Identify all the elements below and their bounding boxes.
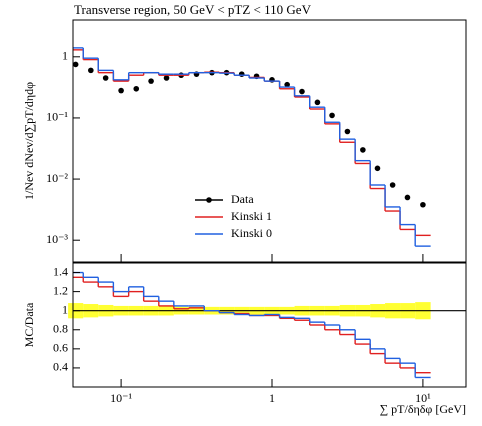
y-tick-label: 0.6 <box>53 341 68 355</box>
legend-label: Data <box>231 192 254 206</box>
y-tick-label: 0.4 <box>53 360 68 374</box>
data-point <box>148 78 154 84</box>
data-point <box>133 85 140 92</box>
frame <box>72 262 467 388</box>
y-axis-label: MC/Data <box>22 302 36 347</box>
data-point <box>344 128 351 135</box>
data-point <box>314 99 321 106</box>
data-point <box>329 112 335 119</box>
y-tick-label: 10⁻³ <box>46 232 68 246</box>
data-point <box>88 67 94 74</box>
y-axis-label: 1/Nev dNev/d∑pT/dηdφ <box>22 82 36 200</box>
y-tick-label: 10⁻¹ <box>46 110 68 124</box>
data-point <box>420 201 426 208</box>
data-point <box>374 165 381 172</box>
data-point <box>299 88 305 95</box>
data-point <box>360 147 366 153</box>
data-point <box>284 81 290 88</box>
data-point <box>389 182 396 188</box>
y-tick-label: 0.8 <box>53 322 68 336</box>
data-point <box>404 194 411 201</box>
frame <box>72 19 467 263</box>
y-tick-label: 10⁻² <box>46 171 68 185</box>
x-tick-label: 10¹ <box>415 391 431 405</box>
data-point <box>163 75 170 81</box>
y-tick-label: 1.4 <box>53 264 68 278</box>
y-tick-label: 1 <box>62 302 68 316</box>
x-tick-label: 10⁻¹ <box>110 391 132 405</box>
legend-label: Kinski 1 <box>231 209 272 223</box>
data-point <box>73 61 79 68</box>
legend-label: Kinski 0 <box>231 226 272 240</box>
legend-marker <box>206 197 212 203</box>
data-point <box>102 75 109 81</box>
y-tick-label: 1 <box>62 49 68 63</box>
x-tick-label: 1 <box>269 391 275 405</box>
data-point <box>118 87 124 94</box>
data-point <box>238 71 245 77</box>
chart-title: Transverse region, 50 GeV < pTZ < 110 Ge… <box>74 2 312 17</box>
y-tick-label: 1.2 <box>53 283 68 297</box>
x-axis-label: ∑ pT/δηδφ [GeV] <box>380 402 466 416</box>
